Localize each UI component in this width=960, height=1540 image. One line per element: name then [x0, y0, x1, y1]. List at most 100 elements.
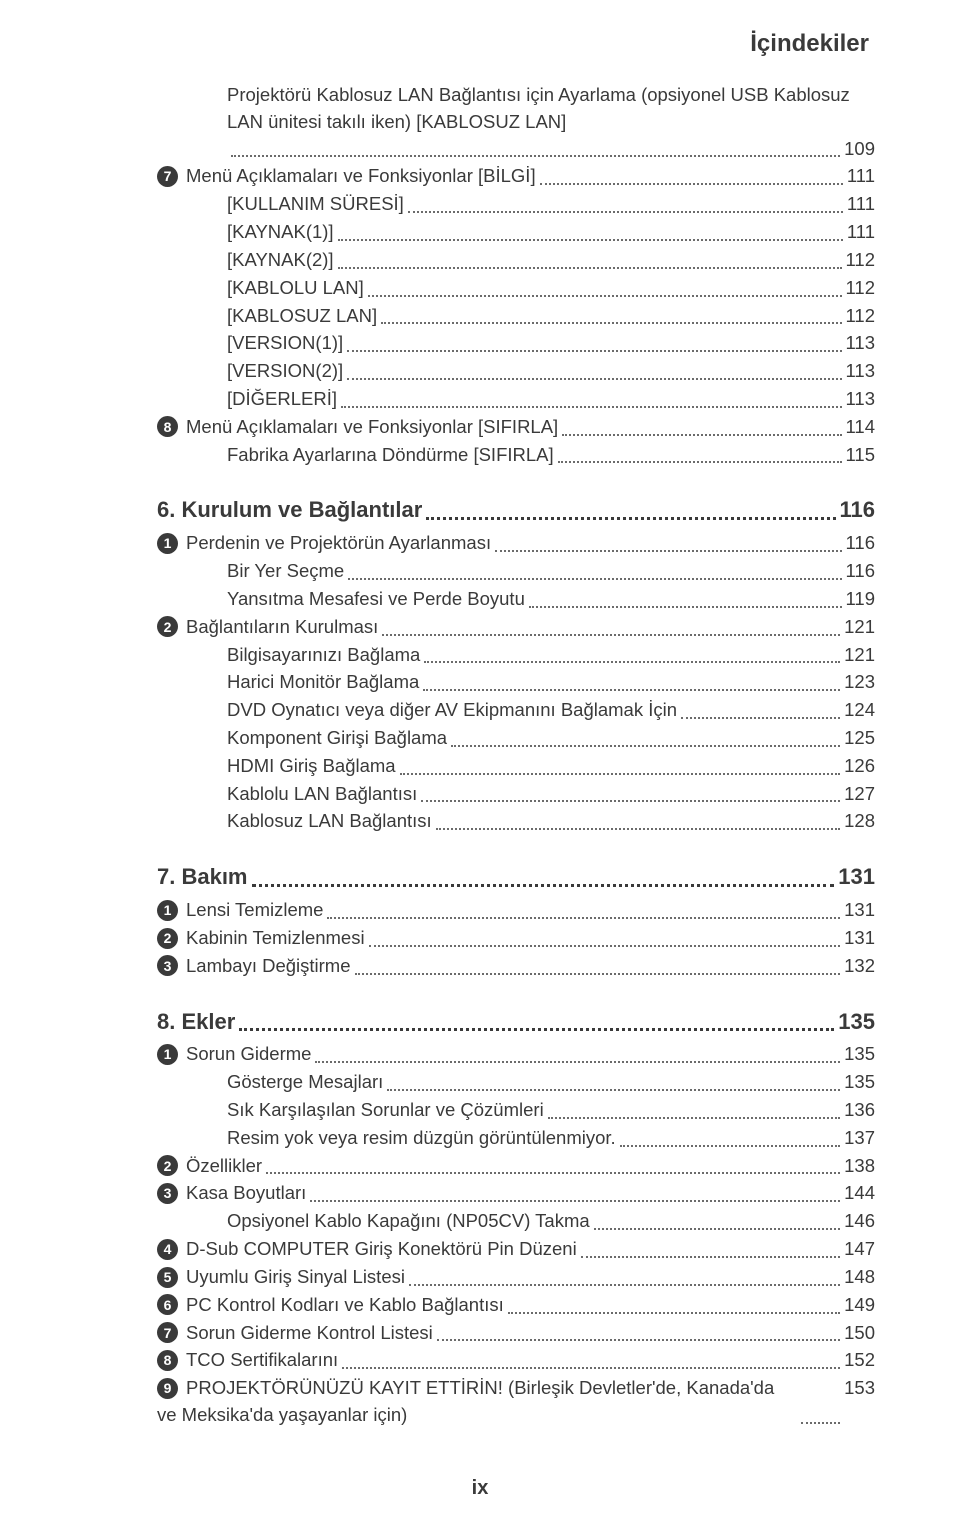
leader-dots: [387, 1089, 840, 1091]
toc-entry: 2Özellikler 138: [115, 1153, 875, 1180]
toc-entry: HDMI Giriş Bağlama126: [115, 753, 875, 780]
bullet-number-icon: 7: [157, 166, 178, 187]
toc-page-number: 138: [844, 1153, 875, 1180]
toc-page-number: 137: [844, 1125, 875, 1152]
toc-label: Bir Yer Seçme: [227, 558, 344, 585]
leader-dots: [548, 1117, 840, 1119]
toc-label: Komponent Girişi Bağlama: [227, 725, 447, 752]
leader-dots: [409, 1284, 840, 1286]
toc-entry: Gösterge Mesajları135: [115, 1069, 875, 1096]
toc-label: 7Sorun Giderme Kontrol Listesi: [157, 1320, 433, 1347]
toc-label: 2Özellikler: [157, 1153, 262, 1180]
leader-dots: [562, 434, 841, 436]
toc-entry: [KAYNAK(1)]111: [115, 219, 875, 246]
leader-dots: [423, 689, 840, 691]
toc-page-number: 109: [844, 136, 875, 163]
toc-entry: Projektörü Kablosuz LAN Bağlantısı için …: [115, 82, 875, 162]
toc-label: 1Lensi Temizleme: [157, 897, 323, 924]
toc-label: Resim yok veya resim düzgün görüntülenmi…: [227, 1125, 616, 1152]
leader-dots: [327, 917, 840, 919]
toc-label: 3Lambayı Değiştirme: [157, 953, 351, 980]
toc-entry: 5Uyumlu Giriş Sinyal Listesi148: [115, 1264, 875, 1291]
toc-page-number: 135: [844, 1069, 875, 1096]
toc-entry: DVD Oynatıcı veya diğer AV Ekipmanını Ba…: [115, 697, 875, 724]
toc-section-heading: 7. Bakım 131: [115, 861, 875, 893]
toc-page-number: 149: [844, 1292, 875, 1319]
toc-label: 2Kabinin Temizlenmesi: [157, 925, 365, 952]
toc-label: 6PC Kontrol Kodları ve Kablo Bağlantısı: [157, 1292, 504, 1319]
toc-entry: 2Kabinin Temizlenmesi131: [115, 925, 875, 952]
toc-entry: 9PROJEKTÖRÜNÜZÜ KAYIT ETTİRİN! (Birleşik…: [115, 1375, 875, 1429]
toc-label: Kablosuz LAN Bağlantısı: [227, 808, 432, 835]
toc-label: HDMI Giriş Bağlama: [227, 753, 396, 780]
toc-page-number: 121: [844, 642, 875, 669]
bullet-number-icon: 2: [157, 928, 178, 949]
leader-dots: [495, 550, 841, 552]
toc-label: 3Kasa Boyutları: [157, 1180, 306, 1207]
bullet-number-icon: 1: [157, 1044, 178, 1065]
toc-entry: Opsiyonel Kablo Kapağını (NP05CV) Takma1…: [115, 1208, 875, 1235]
toc-entry: 1Lensi Temizleme 131: [115, 897, 875, 924]
leader-dots: [310, 1200, 840, 1202]
toc-entry: [KAYNAK(2)]112: [115, 247, 875, 274]
toc-page-number: 112: [846, 247, 876, 274]
toc-entry: 4D-Sub COMPUTER Giriş Konektörü Pin Düze…: [115, 1236, 875, 1263]
toc-page-number: 113: [846, 330, 876, 357]
leader-dots: [437, 1339, 840, 1341]
bullet-number-icon: 1: [157, 900, 178, 921]
toc-page-number: 116: [846, 558, 876, 585]
leader-dots: [368, 295, 842, 297]
toc-label: [VERSION(1)]: [227, 330, 343, 357]
toc-label: Opsiyonel Kablo Kapağını (NP05CV) Takma: [227, 1208, 590, 1235]
toc-label: 9PROJEKTÖRÜNÜZÜ KAYIT ETTİRİN! (Birleşik…: [157, 1375, 797, 1429]
toc-page-number: 153: [844, 1375, 875, 1402]
toc-label: 7Menü Açıklamaları ve Fonksiyonlar [BİLG…: [157, 163, 536, 190]
toc-page-number: 113: [846, 386, 876, 413]
toc-label: [KULLANIM SÜRESİ]: [227, 191, 404, 218]
toc-label: 8Menü Açıklamaları ve Fonksiyonlar [SIFI…: [157, 414, 558, 441]
toc-entry: 3Lambayı Değiştirme132: [115, 953, 875, 980]
toc-entry: [KABLOLU LAN] 112: [115, 275, 875, 302]
bullet-number-icon: 2: [157, 616, 178, 637]
toc-label: 1Perdenin ve Projektörün Ayarlanması: [157, 530, 491, 557]
leader-dots: [426, 517, 835, 520]
toc-page-number: 112: [846, 275, 876, 302]
leader-dots: [347, 350, 841, 352]
toc-label: [VERSION(2)]: [227, 358, 343, 385]
toc-page-number: 135: [844, 1041, 875, 1068]
toc-entry: 3Kasa Boyutları 144: [115, 1180, 875, 1207]
toc-page-number: 116: [846, 530, 876, 557]
toc-entry: 1Perdenin ve Projektörün Ayarlanması 116: [115, 530, 875, 557]
toc-page-number: 131: [838, 861, 875, 893]
leader-dots: [348, 578, 841, 580]
toc-page-number: 111: [847, 191, 875, 218]
toc-entry: Komponent Girişi Bağlama125: [115, 725, 875, 752]
toc-label: DVD Oynatıcı veya diğer AV Ekipmanını Ba…: [227, 697, 677, 724]
toc-label: 6. Kurulum ve Bağlantılar: [157, 494, 422, 526]
toc-label: [KABLOLU LAN]: [227, 275, 364, 302]
leader-dots: [529, 606, 842, 608]
toc-label: 7. Bakım: [157, 861, 248, 893]
bullet-number-icon: 2: [157, 1155, 178, 1176]
leader-dots: [801, 1422, 840, 1424]
leader-dots: [341, 406, 842, 408]
leader-dots: [338, 239, 843, 241]
toc-entry: [KABLOSUZ LAN]112: [115, 303, 875, 330]
toc-label: 1Sorun Giderme: [157, 1041, 311, 1068]
toc-entry: Yansıtma Mesafesi ve Perde Boyutu119: [115, 586, 875, 613]
toc-entry: 1Sorun Giderme 135: [115, 1041, 875, 1068]
toc-label: Yansıtma Mesafesi ve Perde Boyutu: [227, 586, 525, 613]
toc-page-number: 152: [844, 1347, 875, 1374]
toc-page-number: 111: [847, 219, 875, 246]
toc-section-heading: 8. Ekler 135: [115, 1006, 875, 1038]
toc-page-number: 121: [844, 614, 875, 641]
table-of-contents: Projektörü Kablosuz LAN Bağlantısı için …: [115, 82, 875, 1429]
toc-entry: Kablolu LAN Bağlantısı127: [115, 781, 875, 808]
leader-dots: [252, 884, 835, 887]
toc-label: Fabrika Ayarlarına Döndürme [SIFIRLA]: [227, 442, 554, 469]
toc-page-number: 131: [844, 897, 875, 924]
toc-entry: [KULLANIM SÜRESİ] 111: [115, 191, 875, 218]
leader-dots: [421, 800, 840, 802]
bullet-number-icon: 8: [157, 1350, 178, 1371]
toc-page-number: 144: [844, 1180, 875, 1207]
